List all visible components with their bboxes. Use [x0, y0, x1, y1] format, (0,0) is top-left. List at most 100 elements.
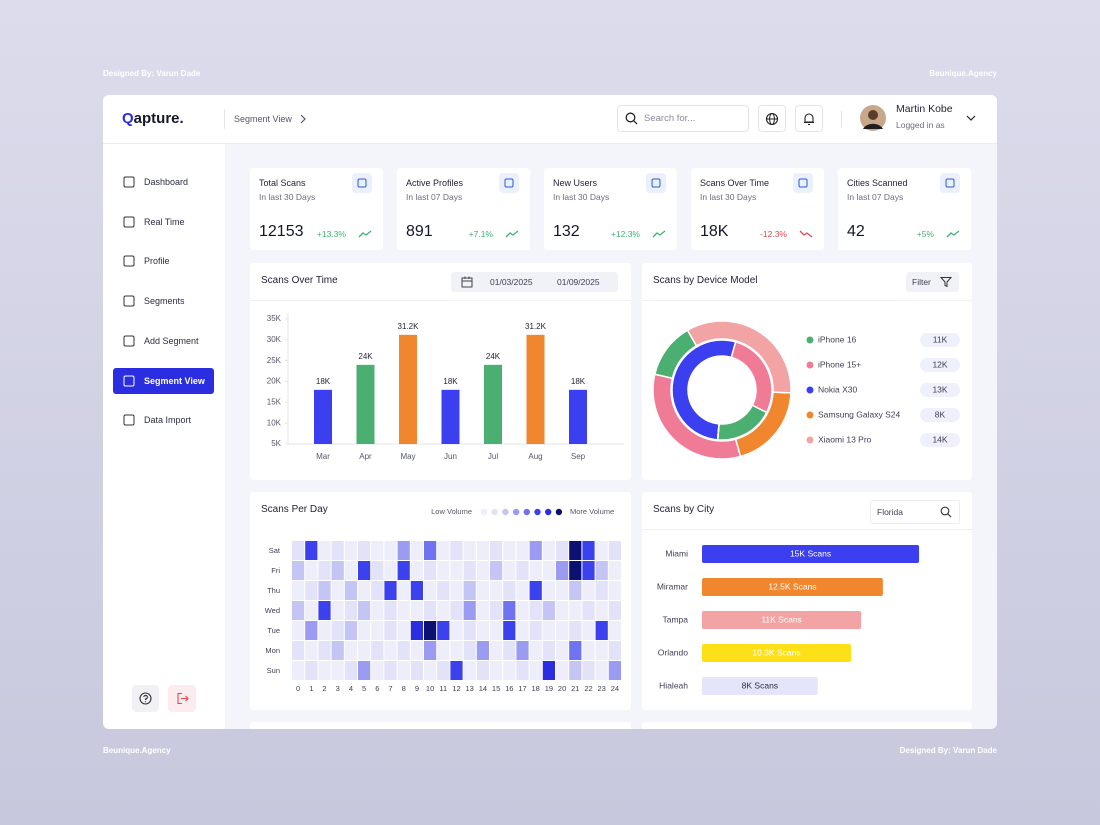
legend-dot — [806, 411, 814, 419]
dropdown-icon[interactable] — [966, 114, 976, 122]
icon-shape — [123, 216, 135, 228]
nav-item[interactable]: Profile — [113, 248, 214, 274]
stat-card: Active Profiles In last 07 Days 891 +7.1% — [397, 168, 530, 250]
language-button[interactable] — [758, 105, 786, 132]
legend-dot — [806, 336, 814, 344]
row-label: Tue — [267, 626, 280, 635]
icon-shape — [123, 335, 135, 347]
nav-item[interactable]: Segments — [113, 288, 214, 314]
heat-cell — [424, 541, 437, 560]
heat-cell — [410, 601, 423, 620]
stat-card: Total Scans In last 30 Days 12153 +13.3% — [250, 168, 383, 250]
nav-icon — [123, 255, 135, 267]
icon-shape — [798, 178, 808, 188]
legend-dot — [491, 508, 498, 516]
city-bar-label: 15K Scans — [790, 548, 831, 558]
help-button[interactable] — [132, 685, 159, 712]
bar — [526, 334, 545, 444]
heat-cell — [331, 661, 344, 680]
logout-button[interactable] — [168, 685, 196, 712]
heat-cell — [344, 661, 357, 680]
nav-item[interactable]: Add Segment — [113, 328, 214, 354]
icon-shape — [123, 295, 135, 307]
stat-icon — [940, 173, 960, 193]
nav-item[interactable]: Dashboard — [113, 169, 214, 195]
heat-cell — [582, 601, 595, 620]
city-search[interactable]: Florida — [870, 500, 960, 524]
panel-title: Scans Over Time — [261, 275, 338, 286]
trend-line — [946, 230, 960, 238]
stat-change: +12.3% — [610, 229, 640, 239]
stat-icon-glyph — [651, 178, 661, 188]
nav-icon — [123, 176, 135, 188]
stat-period: In last 30 Days — [259, 192, 316, 202]
notification-button[interactable] — [795, 105, 823, 132]
credit: Designed By: Varun Dade — [103, 69, 201, 78]
city-label: Tampa — [662, 614, 688, 624]
y-tick-label: 5K — [271, 439, 281, 448]
city-bar — [702, 644, 852, 662]
nav-item[interactable]: Real Time — [113, 209, 214, 235]
heat-cell — [384, 621, 397, 640]
heat-cell — [556, 581, 569, 600]
heat-cell — [358, 581, 371, 600]
heat-cell — [305, 561, 318, 580]
heat-cell — [292, 581, 305, 600]
heat-cell — [410, 561, 423, 580]
filter-label: Filter — [912, 277, 931, 287]
stat-icon — [793, 173, 813, 193]
heat-cell — [490, 621, 503, 640]
heat-cell — [463, 641, 476, 660]
stat-value: 12153 — [259, 223, 304, 240]
heat-cell — [424, 621, 437, 640]
heat-cell — [595, 641, 608, 660]
heat-cell — [490, 561, 503, 580]
trend-icon — [505, 230, 519, 238]
heat-cell — [463, 661, 476, 680]
bar-value-label: 18K — [316, 377, 331, 386]
heat-cell — [450, 581, 463, 600]
heat-cell — [437, 541, 450, 560]
heat-cell — [529, 581, 542, 600]
filter-button[interactable]: Filter — [906, 272, 959, 292]
heat-cell — [331, 601, 344, 620]
legend-label: Nokia X30 — [818, 384, 857, 394]
legend-label: Xiaomi 13 Pro — [818, 434, 872, 444]
logo[interactable]: Qapture. — [122, 110, 184, 127]
heat-cell — [542, 561, 555, 580]
heat-cell — [476, 561, 489, 580]
heat-cell — [503, 621, 516, 640]
nav-label: Segment View — [144, 375, 205, 386]
heat-cell — [344, 621, 357, 640]
search-box[interactable]: Search for... — [617, 105, 749, 132]
device-model-panel: Scans by Device Model Filter — [642, 263, 972, 480]
col-label: 23 — [598, 684, 606, 693]
date-range[interactable]: 01/03/2025 01/09/2025 — [451, 272, 618, 292]
nav-item[interactable]: Data Import — [113, 407, 214, 433]
heat-cell — [292, 641, 305, 660]
row-label: Sat — [269, 546, 281, 555]
col-label: 14 — [479, 684, 487, 693]
heat-cell — [516, 601, 529, 620]
icon-shape — [357, 178, 367, 188]
chevron-icon — [300, 114, 306, 124]
stat-value: 42 — [847, 223, 865, 240]
x-tick-label: Jun — [444, 452, 457, 461]
heat-cell — [305, 661, 318, 680]
y-tick-label: 30K — [267, 335, 282, 344]
legend-low: Low Volume — [431, 507, 472, 516]
nav-item[interactable]: Segment View — [113, 367, 214, 394]
heat-cell — [371, 561, 384, 580]
heat-cell — [397, 621, 410, 640]
city-bar — [702, 611, 862, 629]
avatar[interactable] — [860, 105, 886, 131]
heat-cell — [503, 541, 516, 560]
x-tick-label: Jul — [488, 452, 498, 461]
heat-cell — [384, 661, 397, 680]
legend-dot — [523, 508, 530, 516]
credit: Designed By: Varun Dade — [899, 746, 997, 755]
breadcrumb[interactable]: Segment View — [234, 114, 292, 124]
heat-cell — [397, 661, 410, 680]
x-tick-label: Aug — [528, 452, 542, 461]
divider — [250, 300, 631, 301]
